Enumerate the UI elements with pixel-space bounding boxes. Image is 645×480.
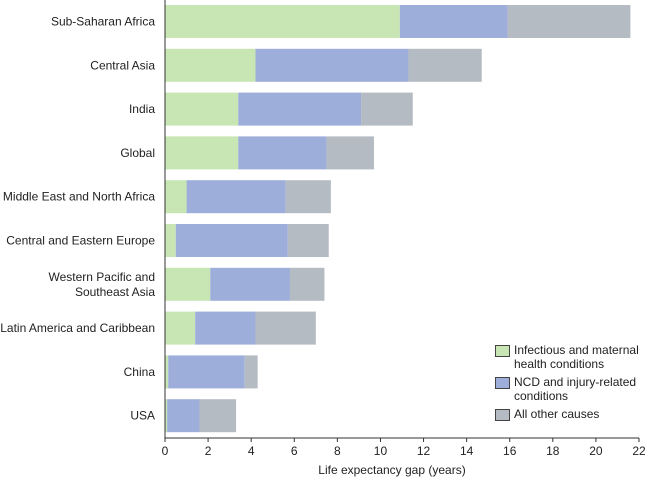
category-label: India: [129, 102, 155, 116]
bar-8-series-3: [255, 311, 316, 345]
bar-4-series-1: [165, 136, 239, 170]
bar-1-series-2: [399, 5, 508, 38]
category-label: Middle East and North Africa: [3, 190, 155, 204]
legend-swatch: [495, 377, 510, 389]
x-tick-label: 14: [460, 444, 474, 458]
bar-2-series-1: [165, 48, 256, 82]
bar-10-series-1: [165, 399, 168, 433]
bar-10-series-3: [199, 399, 237, 433]
legend-label: Infectious and maternal health conditions: [514, 343, 639, 371]
bar-4-series-3: [326, 136, 374, 170]
x-tick-label: 10: [374, 444, 388, 458]
bar-8-series-1: [165, 311, 196, 345]
legend-item: Infectious and maternal health conditions: [495, 343, 643, 371]
legend-swatch: [495, 409, 510, 421]
bar-6-series-1: [165, 224, 176, 257]
category-labels: Sub-Saharan Africa Central Asia India Globa…: [0, 15, 155, 423]
x-tick-label: 8: [334, 444, 341, 458]
bar-8-series-2: [195, 311, 256, 345]
x-tick-label: 6: [291, 444, 298, 458]
x-tick-label: 18: [546, 444, 560, 458]
category-label: Central and Eastern Europe: [6, 234, 155, 248]
bar-5-series-1: [165, 180, 187, 214]
bar-3-series-1: [165, 92, 239, 126]
x-tick-label: 4: [248, 444, 255, 458]
bar-4-series-2: [238, 136, 327, 170]
legend: Infectious and maternal health conditions…: [495, 343, 643, 425]
x-tick-label: 20: [589, 444, 603, 458]
category-label: Southeast Asia: [75, 285, 155, 299]
legend-label: NCD and injury-related conditions: [514, 375, 637, 403]
bar-7-series-3: [289, 267, 325, 301]
x-axis-ticks: 0 2 4 6 8 10 12 14 16 18 20 22: [162, 438, 645, 458]
bar-1-series-3: [507, 5, 631, 38]
bar-7-series-1: [165, 267, 211, 301]
bar-6-series-2: [175, 224, 288, 257]
x-tick-label: 22: [632, 444, 645, 458]
legend-swatch: [495, 345, 510, 357]
legend-label: All other causes: [514, 407, 600, 421]
bar-7-series-2: [210, 267, 290, 301]
category-label: Western Pacific and: [49, 270, 156, 284]
legend-item: NCD and injury-related conditions: [495, 375, 643, 403]
bar-6-series-3: [287, 224, 329, 257]
bar-5-series-2: [186, 180, 286, 214]
bar-2-series-3: [408, 48, 482, 82]
x-tick-label: 2: [205, 444, 212, 458]
x-tick-label: 12: [417, 444, 431, 458]
category-label: Latin America and Caribbean: [0, 321, 155, 335]
bar-5-series-3: [285, 180, 331, 214]
bar-3-series-3: [361, 92, 413, 126]
bar-1-series-1: [165, 5, 400, 38]
bar-2-series-2: [255, 48, 409, 82]
category-label: USA: [130, 409, 155, 423]
bar-3-series-2: [238, 92, 362, 126]
x-axis-title: Life expectancy gap (years): [318, 463, 465, 477]
bar-9-series-3: [244, 355, 258, 389]
category-label: Global: [120, 146, 155, 160]
bar-9-series-1: [165, 355, 169, 389]
legend-item: All other causes: [495, 407, 643, 421]
category-label: Central Asia: [90, 58, 155, 72]
category-label: Sub-Saharan Africa: [51, 15, 155, 29]
x-tick-label: 0: [162, 444, 169, 458]
bar-9-series-2: [168, 355, 245, 389]
bar-10-series-2: [167, 399, 200, 433]
category-label: China: [124, 365, 156, 379]
bars-group: [165, 5, 631, 433]
x-tick-label: 16: [503, 444, 517, 458]
